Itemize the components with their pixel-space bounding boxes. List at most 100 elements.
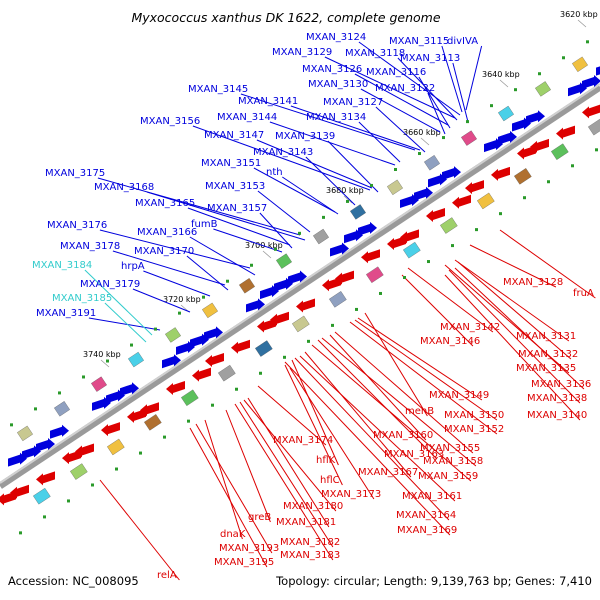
callout-line [186, 255, 229, 291]
reverse-gene-label[interactable]: hflK [316, 455, 336, 466]
reverse-gene-label[interactable]: MXAN_3131 [516, 331, 576, 342]
forward-gene-label[interactable]: fumB [191, 219, 218, 230]
forward-gene-label[interactable]: MXAN_3127 [323, 97, 383, 108]
reverse-gene-label[interactable]: MXAN_3136 [531, 379, 591, 390]
reverse-gene-label[interactable]: MXAN_3180 [283, 501, 343, 512]
forward-gene-label[interactable]: MXAN_3176 [47, 220, 107, 231]
forward-gene-label[interactable]: MXAN_3170 [134, 246, 194, 257]
reverse-gene-label[interactable]: MXAN_3182 [280, 537, 340, 548]
reverse-gene-label[interactable]: relA [157, 570, 177, 581]
forward-gene-label[interactable]: MXAN_3139 [275, 131, 335, 142]
domain-box [387, 179, 403, 196]
callout-line [327, 140, 379, 193]
domain-box [535, 81, 551, 97]
reverse-gene-label[interactable]: MXAN_3183 [280, 550, 340, 561]
callout-line [243, 399, 337, 512]
forward-gene-label[interactable]: MXAN_3144 [217, 112, 277, 123]
reverse-gene-label[interactable]: menB [405, 406, 434, 417]
forward-gene-label[interactable]: MXAN_3147 [204, 130, 264, 141]
reverse-gene-label[interactable]: MXAN_3173 [321, 489, 381, 500]
callout-line [282, 176, 339, 215]
ruler-tick [343, 195, 353, 204]
outer-track-mark [427, 260, 430, 264]
reverse-gene-arrow [17, 484, 29, 497]
reverse-gene-label[interactable]: MXAN_3128 [503, 277, 563, 288]
forward-gene-label[interactable]: MXAN_3113 [400, 53, 460, 64]
reverse-gene-label[interactable]: hflC [320, 475, 340, 486]
forward-gene-arrow-tip [216, 326, 223, 339]
forward-gene-label[interactable]: MXAN_3141 [238, 96, 298, 107]
forward-gene-label[interactable]: MXAN_3118 [345, 48, 405, 59]
forward-gene-label[interactable]: MXAN_3143 [253, 147, 313, 158]
domain-box [366, 266, 384, 283]
forward-gene-label[interactable]: divIVA [447, 36, 478, 47]
forward-gene-label[interactable]: MXAN_3145 [188, 84, 248, 95]
forward-gene-label[interactable]: MXAN_3130 [308, 79, 368, 90]
forward-gene-label[interactable]: MXAN_3126 [302, 64, 362, 75]
reverse-gene-label[interactable]: MXAN_3140 [527, 410, 587, 421]
reverse-gene-label[interactable]: MXAN_3164 [396, 510, 456, 521]
forward-gene-label[interactable]: hrpA [121, 261, 145, 272]
reverse-gene-label[interactable]: MXAN_3195 [214, 557, 274, 568]
reverse-gene-label[interactable]: MXAN_3169 [397, 525, 457, 536]
reverse-gene-arrow [472, 180, 484, 193]
reverse-gene-label[interactable]: MXAN_3146 [420, 336, 480, 347]
reverse-gene-arrow-tip [452, 196, 459, 209]
forward-gene-label[interactable]: MXAN_3166 [137, 227, 197, 238]
reverse-gene-label[interactable]: fruA [573, 288, 594, 299]
rna-gene-label[interactable]: MXAN_3185 [52, 293, 112, 304]
forward-gene-label[interactable]: MXAN_3178 [60, 241, 120, 252]
reverse-gene-label[interactable]: MXAN_3181 [276, 517, 336, 528]
reverse-gene-label[interactable]: MXAN_3135 [516, 363, 576, 374]
reverse-gene-label[interactable]: greB [248, 512, 271, 523]
forward-gene-arrow-tip [132, 382, 139, 395]
outer-track-mark [43, 515, 46, 519]
reverse-gene-label[interactable]: MXAN_3138 [527, 393, 587, 404]
callout-line [225, 409, 271, 523]
reverse-gene-label[interactable]: MXAN_3152 [444, 424, 504, 435]
callout-line [304, 351, 412, 478]
forward-gene-label[interactable]: MXAN_3156 [140, 116, 200, 127]
domain-box [276, 253, 292, 269]
reverse-gene-label[interactable]: MXAN_3142 [440, 322, 500, 333]
forward-gene-label[interactable]: MXAN_3129 [272, 47, 332, 58]
forward-gene-label[interactable]: MXAN_3151 [201, 158, 261, 169]
outer-track-mark [67, 499, 70, 503]
domain-box [329, 291, 347, 308]
outer-track-mark [139, 451, 142, 455]
forward-gene-label[interactable]: MXAN_3116 [366, 67, 426, 78]
accession-text: Accession: NC_008095 [8, 574, 139, 588]
forward-gene-label[interactable]: MXAN_3157 [207, 203, 267, 214]
forward-gene-label[interactable]: MXAN_3175 [45, 168, 105, 179]
outer-track-mark [34, 407, 37, 411]
reverse-gene-label[interactable]: MXAN_3155 [420, 443, 480, 454]
reverse-gene-label[interactable]: MXAN_3132 [518, 349, 578, 360]
forward-gene-label[interactable]: MXAN_3165 [135, 198, 195, 209]
reverse-gene-label[interactable]: MXAN_3158 [423, 456, 483, 467]
reverse-gene-label[interactable]: dnaK [220, 529, 246, 540]
outer-track-mark [115, 467, 118, 471]
forward-gene-label[interactable]: MXAN_3168 [94, 182, 154, 193]
reverse-gene-label[interactable]: MXAN_3150 [444, 410, 504, 421]
forward-gene-label[interactable]: MXAN_3179 [80, 279, 140, 290]
callout-line [284, 361, 451, 536]
reverse-gene-arrow [459, 194, 471, 207]
reverse-gene-label[interactable]: MXAN_3160 [373, 430, 433, 441]
reverse-gene-arrow-tip [530, 140, 537, 153]
forward-gene-label[interactable]: MXAN_3153 [205, 181, 265, 192]
rna-gene-label[interactable]: MXAN_3184 [32, 260, 92, 271]
forward-gene-label[interactable]: MXAN_3134 [306, 112, 366, 123]
reverse-gene-label[interactable]: MXAN_3149 [429, 390, 489, 401]
reverse-gene-label[interactable]: MXAN_3167 [358, 467, 418, 478]
forward-gene-label[interactable]: MXAN_3124 [306, 32, 366, 43]
forward-gene-label[interactable]: MXAN_3191 [36, 308, 96, 319]
outer-track-mark [58, 391, 61, 395]
reverse-gene-label[interactable]: MXAN_3163 [384, 449, 444, 460]
forward-gene-label[interactable]: MXAN_3115 [389, 36, 449, 47]
reverse-gene-label[interactable]: MXAN_3193 [219, 543, 279, 554]
reverse-gene-label[interactable]: MXAN_3159 [418, 471, 478, 482]
forward-gene-label[interactable]: nth [266, 167, 283, 178]
reverse-gene-label[interactable]: MXAN_3161 [402, 491, 462, 502]
forward-gene-label[interactable]: MXAN_3122 [375, 83, 435, 94]
reverse-gene-label[interactable]: MXAN_3174 [273, 435, 333, 446]
